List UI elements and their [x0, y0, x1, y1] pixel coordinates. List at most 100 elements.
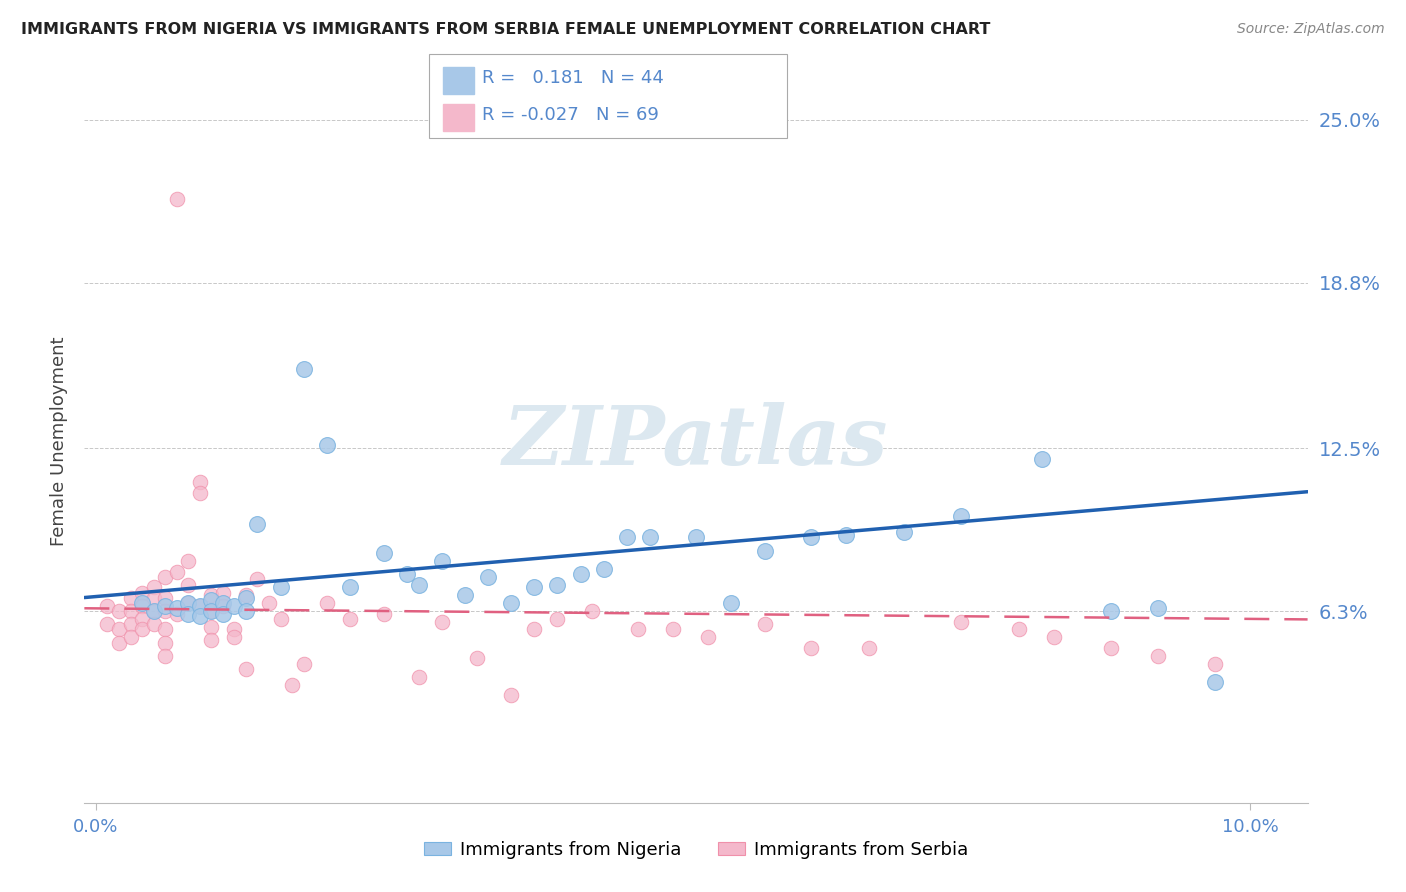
Point: [662, 623, 685, 637]
Point: [523, 580, 546, 594]
Point: [339, 580, 361, 594]
Point: [315, 596, 337, 610]
Point: [270, 580, 292, 594]
Point: [396, 567, 419, 582]
Point: [142, 580, 165, 594]
Point: [292, 657, 315, 671]
Point: [142, 604, 165, 618]
Point: [108, 635, 131, 649]
Point: [627, 623, 650, 637]
Point: [408, 578, 430, 592]
Point: [142, 617, 165, 632]
Point: [108, 623, 131, 637]
Point: [1042, 630, 1064, 644]
Point: [166, 607, 188, 621]
Point: [211, 585, 233, 599]
Point: [131, 623, 153, 637]
Point: [200, 620, 222, 634]
Text: Source: ZipAtlas.com: Source: ZipAtlas.com: [1237, 22, 1385, 37]
Point: [188, 599, 211, 613]
Text: ZIPatlas: ZIPatlas: [503, 401, 889, 482]
Point: [246, 517, 269, 532]
Point: [131, 599, 153, 613]
Point: [246, 573, 269, 587]
Point: [235, 588, 257, 602]
Point: [224, 623, 246, 637]
Point: [200, 604, 222, 618]
Point: [430, 554, 453, 568]
Point: [235, 591, 257, 605]
Point: [835, 528, 858, 542]
Point: [1099, 640, 1122, 655]
Point: [430, 615, 453, 629]
Point: [270, 612, 292, 626]
Point: [153, 570, 176, 584]
Point: [292, 362, 315, 376]
Point: [800, 640, 823, 655]
Point: [200, 593, 222, 607]
Point: [1146, 648, 1168, 663]
Text: R =   0.181   N = 44: R = 0.181 N = 44: [482, 69, 664, 87]
Point: [616, 531, 638, 545]
Point: [1099, 604, 1122, 618]
Point: [211, 596, 233, 610]
Point: [1031, 451, 1053, 466]
Point: [477, 570, 499, 584]
Point: [501, 596, 523, 610]
Point: [142, 604, 165, 618]
Point: [858, 640, 880, 655]
Legend: Immigrants from Nigeria, Immigrants from Serbia: Immigrants from Nigeria, Immigrants from…: [416, 834, 976, 866]
Point: [96, 617, 118, 632]
Point: [257, 596, 280, 610]
Point: [592, 562, 614, 576]
Point: [454, 588, 477, 602]
Point: [501, 688, 523, 702]
Point: [211, 599, 233, 613]
Point: [1146, 601, 1168, 615]
Point: [465, 651, 488, 665]
Point: [200, 588, 222, 602]
Point: [131, 612, 153, 626]
Point: [581, 604, 603, 618]
Point: [1204, 657, 1226, 671]
Point: [224, 630, 246, 644]
Point: [685, 531, 707, 545]
Point: [166, 565, 188, 579]
Point: [373, 546, 395, 560]
Point: [188, 475, 211, 490]
Point: [120, 630, 142, 644]
Point: [153, 648, 176, 663]
Point: [153, 591, 176, 605]
Point: [224, 599, 246, 613]
Y-axis label: Female Unemployment: Female Unemployment: [49, 337, 67, 546]
Point: [950, 615, 973, 629]
Point: [696, 630, 718, 644]
Point: [108, 604, 131, 618]
Point: [166, 192, 188, 206]
Point: [315, 438, 337, 452]
Point: [547, 612, 569, 626]
Point: [339, 612, 361, 626]
Point: [153, 604, 176, 618]
Point: [950, 509, 973, 524]
Point: [638, 531, 661, 545]
Point: [569, 567, 592, 582]
Point: [142, 591, 165, 605]
Point: [800, 531, 823, 545]
Point: [131, 596, 153, 610]
Point: [177, 554, 200, 568]
Point: [893, 525, 915, 540]
Point: [211, 607, 233, 621]
Point: [1008, 623, 1031, 637]
Point: [177, 607, 200, 621]
Point: [547, 578, 569, 592]
Point: [235, 662, 257, 676]
Point: [200, 604, 222, 618]
Point: [188, 599, 211, 613]
Point: [177, 578, 200, 592]
Point: [153, 599, 176, 613]
Point: [523, 623, 546, 637]
Point: [120, 604, 142, 618]
Point: [120, 617, 142, 632]
Point: [153, 623, 176, 637]
